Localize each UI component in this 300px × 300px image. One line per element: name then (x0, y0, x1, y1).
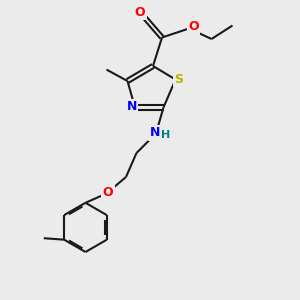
Text: O: O (103, 186, 113, 200)
Text: N: N (127, 100, 137, 113)
Text: N: N (150, 126, 160, 140)
Text: O: O (188, 20, 199, 34)
Text: H: H (161, 130, 170, 140)
Text: S: S (175, 73, 184, 86)
Text: O: O (135, 5, 146, 19)
